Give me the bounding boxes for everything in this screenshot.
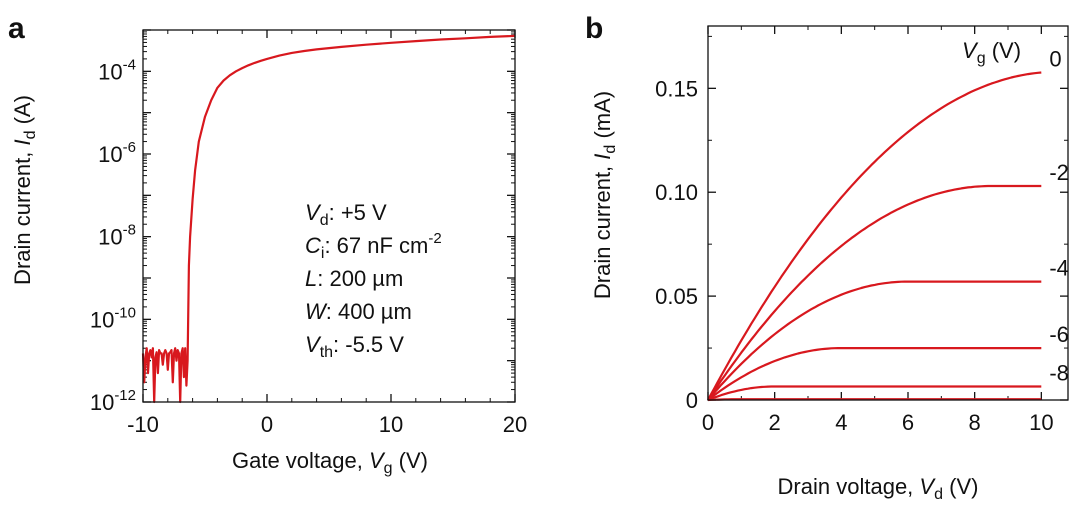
b-x-tick-label: 6 [902, 410, 914, 435]
b-output-curve [707, 347, 1042, 401]
a-x-tick-label: 0 [261, 412, 273, 437]
b-output-curve [707, 71, 1042, 401]
a-parameter-label: L: 200 µm [305, 266, 403, 291]
b-series-label: -8 [1049, 360, 1069, 385]
b-series-label: -4 [1049, 256, 1069, 281]
b-output-curve [707, 398, 1042, 402]
b-output-curve [707, 280, 1042, 401]
b-series-label: 0 [1049, 46, 1061, 71]
a-ticks [142, 29, 516, 403]
b-y-tick-label: 0 [686, 388, 698, 413]
a-parameter-label: Vth: -5.5 V [305, 332, 404, 361]
b-x-tick-label: 0 [702, 410, 714, 435]
a-x-axis-title: Gate voltage, Vg (V) [232, 448, 428, 477]
b-y-axis-title: Drain current, Id (mA) [590, 91, 619, 299]
a-y-tick-label: 10-4 [98, 56, 136, 84]
b-y-tick-label: 0.15 [655, 76, 698, 101]
a-y-tick-label: 10-10 [90, 304, 136, 332]
panel-a: a -10 0 10 20 10-12 10-10 10-8 10-6 10-4 Gate v… [8, 12, 527, 477]
b-y-tick-label: 0.05 [655, 284, 698, 309]
b-x-tick-label: 10 [1029, 410, 1053, 435]
a-transfer-curve [141, 34, 516, 404]
a-curves [141, 34, 516, 404]
a-plot-frame [142, 29, 516, 403]
a-y-tick-labels: 10-12 10-10 10-8 10-6 10-4 [90, 56, 136, 415]
a-parameter-label: Ci: 67 nF cm-2 [305, 230, 442, 262]
b-series-labels: 0 -2 -4 -6 -8 [1049, 46, 1069, 385]
b-x-axis-title: Drain voltage, Vd (V) [778, 474, 979, 503]
a-x-tick-labels: -10 0 10 20 [127, 412, 527, 437]
b-output-curve [707, 184, 1042, 401]
b-y-tick-label: 0.10 [655, 180, 698, 205]
panel-label-b: b [585, 12, 603, 45]
b-series-label: -2 [1049, 160, 1069, 185]
b-plot-frame [707, 25, 1069, 401]
a-x-tick-label: 10 [379, 412, 403, 437]
a-y-tick-label: 10-6 [98, 139, 136, 167]
a-x-tick-label: 20 [503, 412, 527, 437]
b-x-tick-labels: 0 2 4 6 8 10 [702, 410, 1054, 435]
b-x-tick-label: 4 [835, 410, 847, 435]
a-parameter-label: Vd: +5 V [305, 200, 387, 229]
b-legend-title: Vg (V) [962, 38, 1021, 67]
b-output-curve [707, 385, 1042, 402]
panel-b: b 0 2 4 6 8 10 0 0.05 0.10 0.15 0 -2 -4 -6 -8 Drain … [585, 12, 1069, 503]
a-x-tick-label: -10 [127, 412, 159, 437]
b-curves [707, 71, 1042, 402]
a-y-tick-label: 10-8 [98, 222, 136, 250]
b-x-tick-label: 8 [969, 410, 981, 435]
panel-label-a: a [8, 12, 25, 45]
a-y-axis-title: Drain current, Id (A) [10, 95, 39, 285]
b-series-label: -6 [1049, 322, 1069, 347]
a-device-parameters: Vd: +5 VCi: 67 nF cm-2 L: 200 µm W: 400 µm… [305, 200, 442, 361]
b-x-tick-label: 2 [769, 410, 781, 435]
a-parameter-label: W: 400 µm [305, 299, 412, 324]
a-y-tick-label: 10-12 [90, 387, 136, 415]
b-y-tick-labels: 0 0.05 0.10 0.15 [655, 76, 698, 413]
